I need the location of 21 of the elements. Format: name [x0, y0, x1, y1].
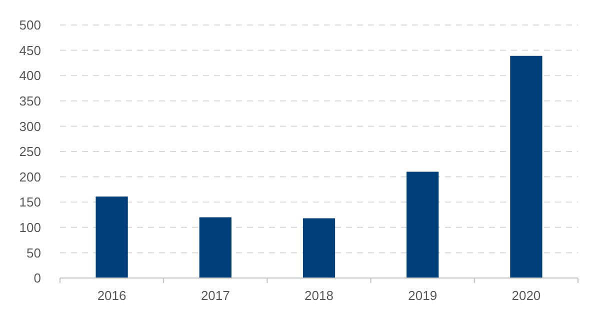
y-tick-label: 300	[19, 118, 41, 134]
y-tick-label: 400	[19, 68, 41, 84]
x-tick-label: 2020	[512, 288, 541, 303]
y-tick-label: 50	[26, 245, 41, 260]
y-tick-label: 100	[19, 220, 41, 235]
y-tick-label: 150	[19, 194, 41, 210]
x-tick-label: 2019	[408, 288, 438, 303]
y-tick-label: 350	[19, 93, 41, 108]
x-tick-label: 2018	[304, 288, 334, 303]
y-tick-label: 200	[19, 169, 41, 184]
x-tick-label: 2016	[97, 288, 126, 303]
y-tick-label: 250	[19, 144, 41, 160]
bar	[302, 218, 336, 278]
bar	[96, 196, 128, 278]
x-tick-label: 2017	[200, 288, 230, 303]
y-tick-label: 500	[19, 18, 41, 33]
bar	[406, 172, 439, 278]
bar	[510, 56, 542, 278]
y-tick-label: 0	[34, 270, 41, 286]
bar	[199, 217, 232, 278]
y-tick-label: 450	[19, 42, 41, 58]
